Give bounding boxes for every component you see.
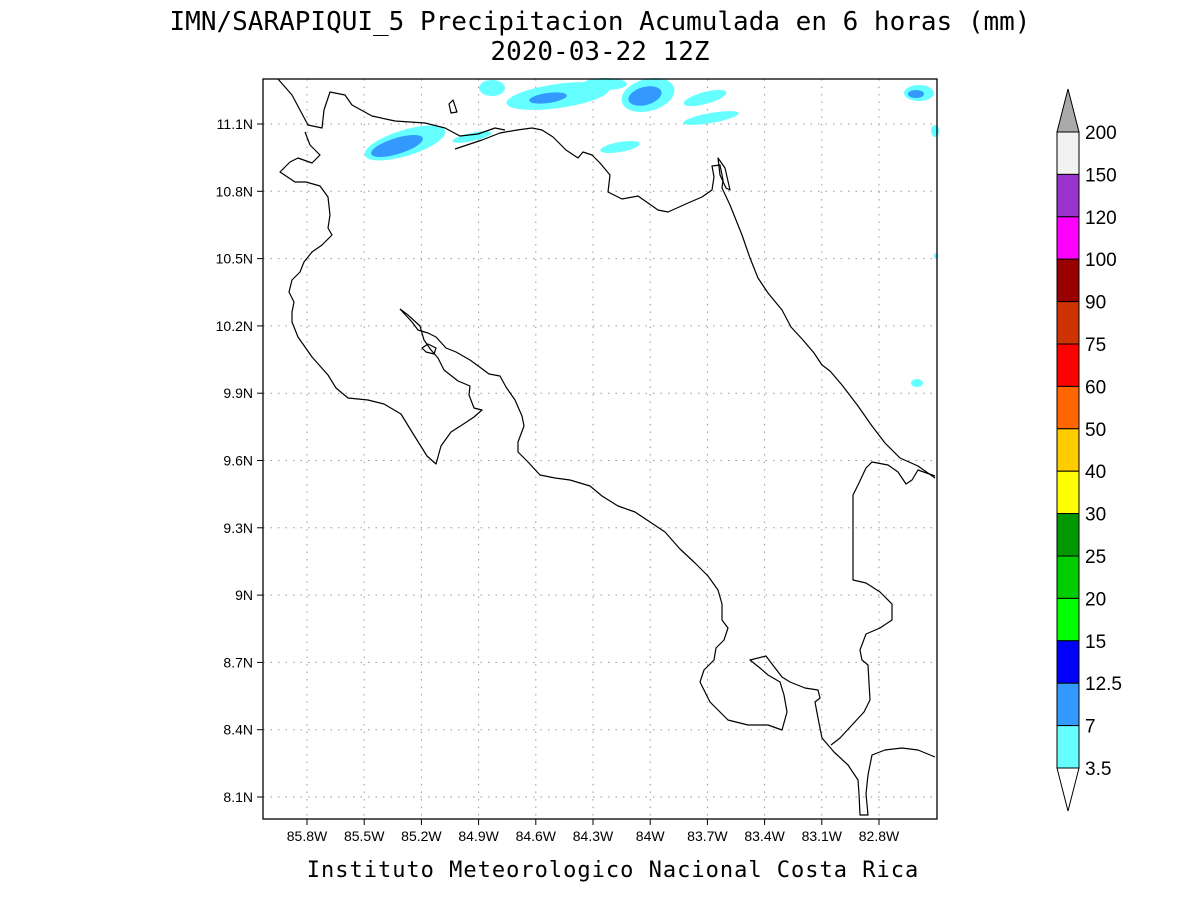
colorbar-level-label: 90 bbox=[1085, 293, 1106, 314]
lon-tick-label: 84.9W bbox=[458, 828, 499, 844]
colorbar-swatch bbox=[1056, 682, 1080, 727]
lon-tick-label: 84W bbox=[636, 828, 666, 844]
precip-cell bbox=[931, 125, 939, 137]
precipitation-field bbox=[364, 78, 939, 387]
longitude-axis: 85.8W 85.5W 85.2W 84.9W 84.6W 84.3W 84W 83.7W 83… bbox=[287, 819, 900, 844]
precip-cell bbox=[452, 131, 492, 143]
colorbar-level-label: 50 bbox=[1085, 420, 1106, 441]
precip-core bbox=[908, 90, 924, 98]
lake-islet bbox=[448, 99, 458, 114]
precip-cell bbox=[583, 78, 627, 90]
colorbar-legend: 200 150 120 100 90 75 60 50 40 30 25 20 15 12.5 7 3.5 bbox=[1056, 88, 1122, 812]
lon-tick-label: 85.8W bbox=[287, 828, 328, 844]
latitude-axis: 11.1N 10.8N 10.5N 10.2N 9.9N 9.6N 9.3N 9N 8.7N 8.… bbox=[216, 116, 263, 805]
lat-tick-label: 9.6N bbox=[223, 453, 253, 469]
precip-cell bbox=[600, 140, 640, 154]
colorbar-swatch bbox=[1056, 385, 1080, 430]
colorbar-bottom-arrow bbox=[1056, 767, 1080, 812]
northern-border-and-caribbean-coast bbox=[454, 127, 936, 479]
colorbar-level-label: 25 bbox=[1085, 547, 1106, 568]
lat-tick-label: 10.8N bbox=[216, 183, 253, 199]
colorbar-level-label: 7 bbox=[1085, 717, 1096, 738]
coastlines bbox=[277, 78, 936, 816]
colorbar-level-label: 20 bbox=[1085, 589, 1106, 610]
colorbar-swatch bbox=[1056, 173, 1080, 218]
lon-tick-label: 82.8W bbox=[859, 828, 900, 844]
plot-title: IMN/SARAPIQUI_5 Precipitacion Acumulada … bbox=[170, 7, 1031, 37]
precip-core bbox=[628, 86, 662, 106]
lon-tick-label: 83.4W bbox=[744, 828, 785, 844]
precip-core bbox=[371, 135, 423, 157]
lat-tick-label: 9.3N bbox=[223, 520, 253, 536]
northern-pacific-coast bbox=[279, 131, 483, 465]
colorbar-swatch bbox=[1056, 301, 1080, 345]
lon-tick-label: 83.7W bbox=[687, 828, 728, 844]
lon-tick-label: 84.6W bbox=[516, 828, 557, 844]
lon-tick-label: 84.3W bbox=[573, 828, 614, 844]
colorbar-level-label: 12.5 bbox=[1085, 674, 1122, 695]
lon-tick-label: 85.5W bbox=[344, 828, 385, 844]
lat-tick-label: 11.1N bbox=[217, 116, 253, 132]
colorbar-swatch bbox=[1056, 343, 1080, 387]
precip-core bbox=[529, 92, 567, 104]
colorbar-swatch bbox=[1056, 725, 1080, 769]
lon-tick-label: 85.2W bbox=[401, 828, 442, 844]
precip-cell bbox=[479, 80, 505, 96]
lat-tick-label: 8.7N bbox=[223, 654, 253, 670]
colorbar-swatch bbox=[1056, 428, 1080, 472]
lat-tick-label: 10.2N bbox=[216, 318, 253, 334]
plot-subtitle: 2020-03-22 12Z bbox=[490, 37, 709, 67]
colorbar-level-label: 75 bbox=[1085, 335, 1106, 356]
map-background bbox=[263, 79, 937, 819]
nicaragua-lake-shore bbox=[277, 78, 506, 137]
colorbar-level-label: 200 bbox=[1085, 123, 1117, 144]
gulf-of-nicoya-east-shore bbox=[399, 308, 936, 816]
lat-tick-label: 9.9N bbox=[223, 385, 253, 401]
panama-border-south bbox=[830, 484, 893, 746]
colorbar-swatch bbox=[1056, 470, 1080, 515]
colorbar-level-label: 15 bbox=[1085, 632, 1106, 653]
precip-cell bbox=[683, 89, 727, 107]
colorbar-level-label: 3.5 bbox=[1085, 759, 1111, 780]
bocas-islet bbox=[717, 157, 731, 191]
lat-tick-label: 9N bbox=[235, 587, 253, 603]
colorbar-level-label: 150 bbox=[1085, 165, 1117, 186]
colorbar-level-label: 40 bbox=[1085, 462, 1106, 483]
colorbar-swatch bbox=[1056, 597, 1080, 642]
map-frame bbox=[262, 78, 938, 820]
colorbar-top-arrow bbox=[1056, 88, 1080, 133]
lat-tick-label: 8.4N bbox=[223, 722, 253, 738]
colorbar-swatch bbox=[1056, 640, 1080, 684]
colorbar-swatch bbox=[1056, 131, 1080, 175]
colorbar-level-label: 100 bbox=[1085, 250, 1117, 271]
panama-border bbox=[857, 461, 936, 486]
map-plot-area: 85.8W 85.5W 85.2W 84.9W 84.6W 84.3W 84W 83.7W 83… bbox=[216, 78, 939, 844]
colorbar-swatch bbox=[1056, 216, 1080, 260]
gulf-of-nicoya-island bbox=[421, 343, 437, 355]
colorbar-level-label: 30 bbox=[1085, 505, 1106, 526]
precip-cell bbox=[911, 379, 923, 387]
lat-tick-label: 8.1N bbox=[223, 789, 253, 805]
precip-cell bbox=[683, 111, 739, 125]
colorbar-level-label: 60 bbox=[1085, 377, 1106, 398]
colorbar-level-label: 120 bbox=[1085, 208, 1117, 229]
lat-tick-label: 10.5N bbox=[216, 251, 253, 267]
colorbar-swatch bbox=[1056, 513, 1080, 557]
colorbar-swatch bbox=[1056, 258, 1080, 303]
institution-credit: Instituto Meteorologico Nacional Costa R… bbox=[307, 858, 920, 883]
lon-tick-label: 83.1W bbox=[802, 828, 843, 844]
colorbar-swatch bbox=[1056, 555, 1080, 599]
